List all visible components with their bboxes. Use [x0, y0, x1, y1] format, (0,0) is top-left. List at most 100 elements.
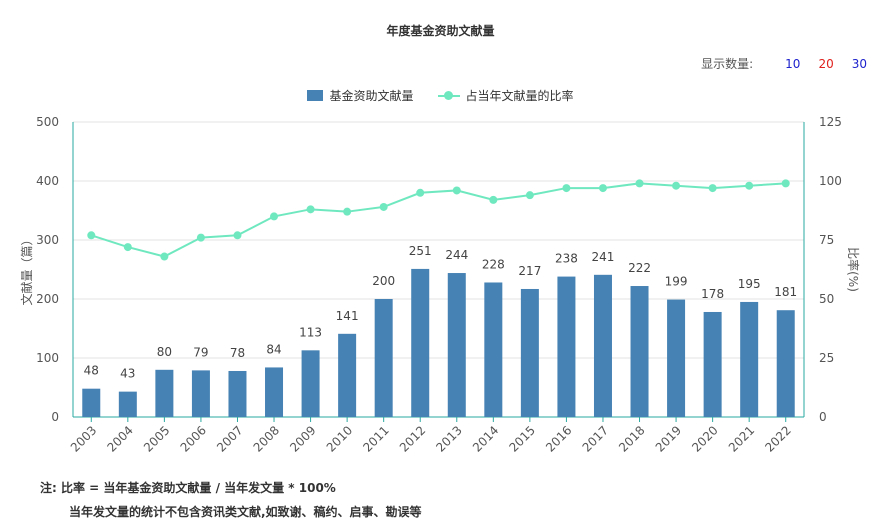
bar-value-label: 181	[774, 285, 797, 299]
x-tick-label: 2015	[506, 423, 537, 454]
x-tick-label: 2022	[762, 423, 793, 454]
y2-tick-label: 125	[819, 115, 842, 129]
bar-value-label: 48	[84, 364, 99, 378]
x-tick-label: 2008	[251, 423, 282, 454]
chart-title: 年度基金资助文献量	[386, 24, 495, 38]
ratio-point	[123, 243, 132, 252]
bar-value-label: 80	[157, 345, 172, 359]
bar	[155, 369, 174, 417]
ratio-point	[160, 252, 169, 261]
bar	[630, 286, 649, 417]
bar-value-label: 222	[628, 261, 651, 275]
ratio-point	[270, 212, 279, 221]
ratio-point	[306, 205, 315, 214]
bar-value-label: 217	[518, 264, 541, 278]
bar-value-label: 244	[445, 248, 468, 262]
footnote-count-note: 当年发文量的统计不包含资讯类文献,如致谢、稿约、启事、勘误等	[69, 505, 422, 519]
ratio-point	[598, 184, 607, 193]
y2-tick-label: 75	[819, 233, 834, 247]
legend-bar-swatch	[307, 90, 324, 101]
x-tick-label: 2016	[543, 423, 574, 454]
bar-value-label: 84	[266, 342, 281, 356]
bar	[776, 310, 795, 417]
ratio-point	[525, 191, 534, 200]
bar-value-label: 200	[372, 274, 395, 288]
x-tick-label: 2017	[580, 423, 611, 454]
ratio-point	[562, 184, 571, 193]
bar	[703, 311, 722, 417]
ratio-point	[672, 181, 681, 190]
x-tick-label: 2014	[470, 423, 501, 454]
bar-value-label: 251	[409, 244, 432, 258]
y-tick-label: 400	[36, 174, 59, 188]
bar	[593, 274, 612, 417]
y2-tick-label: 50	[819, 292, 834, 306]
bar-value-label: 178	[701, 287, 724, 301]
y-axis-title: 文献量（篇）	[19, 233, 34, 305]
ratio-point	[87, 231, 96, 240]
y-tick-label: 200	[36, 292, 59, 306]
legend-item-bar-series[interactable]: 基金资助文献量	[307, 87, 414, 104]
display-count-option-20[interactable]: 20	[818, 56, 834, 71]
x-tick-label: 2011	[360, 423, 391, 454]
bar-value-label: 79	[193, 345, 208, 359]
x-tick-label: 2013	[433, 423, 464, 454]
bar	[374, 299, 393, 417]
ratio-point	[745, 181, 754, 190]
bar-value-label: 238	[555, 252, 578, 266]
bar-value-label: 113	[299, 325, 322, 339]
bar	[301, 350, 320, 417]
ratio-point	[343, 207, 352, 216]
bar	[228, 370, 247, 417]
bar	[484, 282, 503, 417]
bar	[82, 388, 101, 417]
ratio-point	[489, 195, 498, 204]
ratio-point	[416, 188, 425, 197]
bar-value-label: 43	[120, 367, 135, 381]
bar	[411, 268, 430, 417]
legend-line-swatch	[437, 90, 460, 101]
y2-tick-label: 25	[819, 351, 834, 365]
bar	[740, 301, 759, 417]
bar	[520, 288, 539, 417]
legend-bar-label: 基金资助文献量	[329, 89, 414, 103]
x-tick-label: 2004	[104, 423, 135, 454]
x-tick-label: 2020	[689, 423, 720, 454]
y2-tick-label: 100	[819, 174, 842, 188]
ratio-point	[196, 233, 205, 242]
y2-axis-title: 比率(%)	[846, 247, 861, 292]
bar	[191, 370, 210, 417]
x-tick-label: 2007	[214, 423, 245, 454]
bar	[118, 391, 137, 417]
bar-value-label: 78	[230, 346, 245, 360]
bar	[557, 276, 576, 417]
ratio-point	[635, 179, 644, 188]
ratio-line	[90, 182, 786, 258]
ratio-point	[233, 231, 242, 240]
x-tick-label: 2010	[324, 423, 355, 454]
legend-item-line-series[interactable]: 占当年文献量的比率	[437, 87, 574, 104]
display-count-option-10[interactable]: 10	[785, 56, 801, 71]
display-count-option-30[interactable]: 30	[851, 56, 867, 71]
chart-legend: 基金资助文献量 占当年文献量的比率	[0, 87, 881, 104]
bar	[265, 367, 284, 417]
bar	[667, 299, 686, 417]
display-count-label: 显示数量:	[701, 57, 754, 71]
x-tick-label: 2009	[287, 423, 318, 454]
bar-value-label: 195	[738, 277, 761, 291]
y-tick-label: 300	[36, 233, 59, 247]
ratio-point	[781, 179, 790, 188]
bar-value-label: 141	[336, 309, 359, 323]
x-tick-label: 2003	[68, 423, 99, 454]
y-tick-label: 0	[51, 410, 59, 424]
bar-value-label: 241	[592, 250, 615, 264]
legend-line-label: 占当年文献量的比率	[465, 89, 574, 103]
y-tick-label: 500	[36, 115, 59, 129]
bar	[447, 273, 466, 417]
x-tick-label: 2012	[397, 423, 428, 454]
y-tick-label: 100	[36, 351, 59, 365]
x-tick-label: 2021	[726, 423, 757, 454]
footnote-ratio-formula: 注: 比率 = 当年基金资助文献量 / 当年发文量 * 100%	[40, 481, 336, 495]
x-tick-label: 2006	[178, 423, 209, 454]
